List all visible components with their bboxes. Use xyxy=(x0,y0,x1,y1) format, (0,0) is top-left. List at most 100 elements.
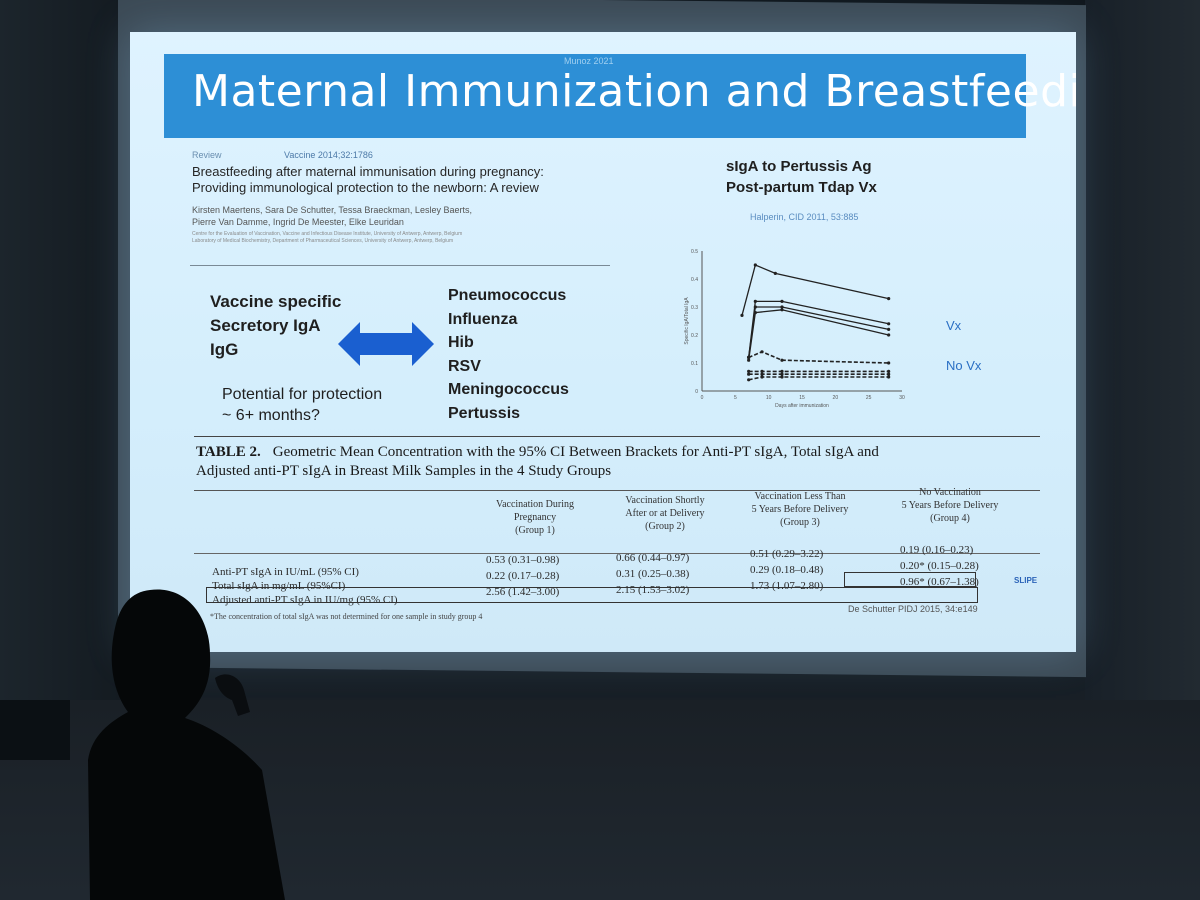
series-point-6 xyxy=(780,369,784,373)
protection-line1: Potential for protection xyxy=(222,386,383,403)
vaccine-specific-list: Vaccine specific Secretory IgA IgG xyxy=(210,290,341,362)
y-tick-label: 0.4 xyxy=(691,277,698,283)
series-point-1 xyxy=(753,263,757,267)
protection-line2: ~ 6+ months? xyxy=(222,407,320,424)
column-header-line: 5 Years Before Delivery xyxy=(751,504,849,515)
vx-series-label: Vx xyxy=(946,318,962,333)
series-point-6 xyxy=(887,369,891,373)
article-authors: Kirsten Maertens, Sara De Schutter, Tess… xyxy=(192,204,572,228)
x-tick-label: 0 xyxy=(701,395,704,401)
series-point-4 xyxy=(780,308,784,312)
series-point-2 xyxy=(780,299,784,303)
y-tick-label: 0.3 xyxy=(691,305,698,311)
series-point-3 xyxy=(753,305,757,309)
pathogen-item: RSV xyxy=(448,357,481,375)
column-header-line: Vaccination During xyxy=(495,499,575,510)
column-header-line: Pregnancy xyxy=(513,512,557,523)
pathogen-item: Influenza xyxy=(448,310,518,328)
article-title: Breastfeeding after maternal immunisatio… xyxy=(192,164,652,196)
y-tick-label: 0.5 xyxy=(691,249,698,255)
table-cell: 1.73 (1.07–2.80) xyxy=(750,580,824,592)
table-row-label: Total sIgA in mg/mL (95%CI) xyxy=(212,580,346,592)
article-header: Review Vaccine 2014;32:1786 xyxy=(192,150,652,162)
protection-note: Potential for protection ~ 6+ months? xyxy=(222,384,382,426)
vaccine-specific-item: IgG xyxy=(210,340,239,359)
vaccine-specific-item: Secretory IgA xyxy=(210,316,321,335)
novx-series-label: No Vx xyxy=(946,358,982,373)
table-caption: TABLE 2. Geometric Mean Concentration wit… xyxy=(196,443,1036,481)
slipe-logo: SLIPE xyxy=(1014,576,1038,585)
table-top-rule xyxy=(194,436,1040,437)
slide-watermark: Munoz 2021 xyxy=(564,56,614,66)
article-divider xyxy=(190,265,610,266)
series-line-1 xyxy=(741,264,889,316)
column-header-line: (Group 2) xyxy=(645,521,685,532)
projected-slide: Munoz 2021 Maternal Immunization and Bre… xyxy=(130,32,1076,652)
pathogen-list: Pneumococcus Influenza Hib RSV Meningoco… xyxy=(448,284,569,425)
series-point-8 xyxy=(760,375,764,379)
authors-line1: Kirsten Maertens, Sara De Schutter, Tess… xyxy=(192,205,472,215)
pathogen-item: Pneumococcus xyxy=(448,287,567,304)
x-axis-label: Days after immunization xyxy=(775,403,829,409)
table-cell: 0.66 (0.44–0.97) xyxy=(616,552,690,564)
series-point-5 xyxy=(760,350,764,354)
x-tick-label: 25 xyxy=(866,395,872,401)
table-header-rule xyxy=(194,490,1040,491)
article-title-line1: Breastfeeding after maternal immunisatio… xyxy=(192,164,544,179)
column-header-line: Vaccination Shortly xyxy=(625,495,705,506)
table-cell: 2.56 (1.42–3.00) xyxy=(486,586,560,598)
affiliation-line2: Laboratory of Medical Biochemistry, Depa… xyxy=(192,238,454,244)
column-header-group2: Vaccination Shortly After or at Delivery… xyxy=(600,494,730,533)
y-tick-label: 0.1 xyxy=(691,361,698,367)
chart-citation: Halperin, CID 2011, 53:885 xyxy=(750,212,859,222)
table-cell: 0.31 (0.25–0.38) xyxy=(616,568,690,580)
column-header-group3: Vaccination Less Than 5 Years Before Del… xyxy=(730,490,870,529)
pathogen-item: Meningococcus xyxy=(448,381,569,398)
y-tick-label: 0 xyxy=(695,389,698,395)
chart-title-line2: Post-partum Tdap Vx xyxy=(726,179,877,196)
series-point-1 xyxy=(773,271,777,275)
column-header-line: 5 Years Before Delivery xyxy=(901,500,999,511)
series-point-8 xyxy=(887,375,891,379)
table-cell: 0.20* (0.15–0.28) xyxy=(900,560,979,572)
series-point-8 xyxy=(747,378,751,382)
column-header-line: Vaccination Less Than xyxy=(754,491,846,502)
table-cell: 0.19 (0.16–0.23) xyxy=(900,544,974,556)
series-point-8 xyxy=(780,375,784,379)
table-label: TABLE 2. xyxy=(196,444,261,460)
x-tick-label: 20 xyxy=(833,395,839,401)
table-body-rule xyxy=(194,553,1040,554)
series-point-6 xyxy=(760,369,764,373)
x-tick-label: 5 xyxy=(734,395,737,401)
y-axis-label: Specific IgA/Total IgA xyxy=(684,297,690,345)
series-point-5 xyxy=(747,355,751,359)
article-title-line2: Providing immunological protection to th… xyxy=(192,180,539,195)
series-point-4 xyxy=(887,333,891,337)
vaccine-specific-item: Vaccine specific xyxy=(210,292,342,311)
series-point-3 xyxy=(780,305,784,309)
article-type: Review xyxy=(192,150,222,160)
slide-title-bar: Munoz 2021 Maternal Immunization and Bre… xyxy=(164,54,1076,138)
double-arrow-icon xyxy=(338,322,434,366)
series-point-1 xyxy=(887,297,891,301)
series-point-6 xyxy=(747,369,751,373)
x-tick-label: 15 xyxy=(799,395,805,401)
series-point-1 xyxy=(740,313,744,317)
series-point-7 xyxy=(780,372,784,376)
series-point-7 xyxy=(760,372,764,376)
affiliation-line1: Centre for the Evaluation of Vaccination… xyxy=(192,231,463,237)
pathogen-item: Pertussis xyxy=(448,404,521,422)
article-citation: Review Vaccine 2014;32:1786 Breastfeedin… xyxy=(192,150,652,245)
series-point-5 xyxy=(780,358,784,362)
table-reference: De Schutter PIDJ 2015, 34:e149 xyxy=(848,604,978,614)
column-header-line: (Group 3) xyxy=(780,517,820,528)
column-header-group1: Vaccination During Pregnancy (Group 1) xyxy=(470,498,600,537)
slide-title: Maternal Immunization and Breastfeeding xyxy=(192,66,1076,117)
column-header-line: After or at Delivery xyxy=(625,508,705,519)
table-footnote: *The concentration of total sIgA was not… xyxy=(210,612,483,621)
journal-reference: Vaccine 2014;32:1786 xyxy=(284,150,373,160)
series-line-8 xyxy=(748,376,889,381)
table-row-label: Anti-PT sIgA in IU/mL (95% CI) xyxy=(212,566,359,578)
column-header-line: No Vaccination xyxy=(919,487,981,498)
